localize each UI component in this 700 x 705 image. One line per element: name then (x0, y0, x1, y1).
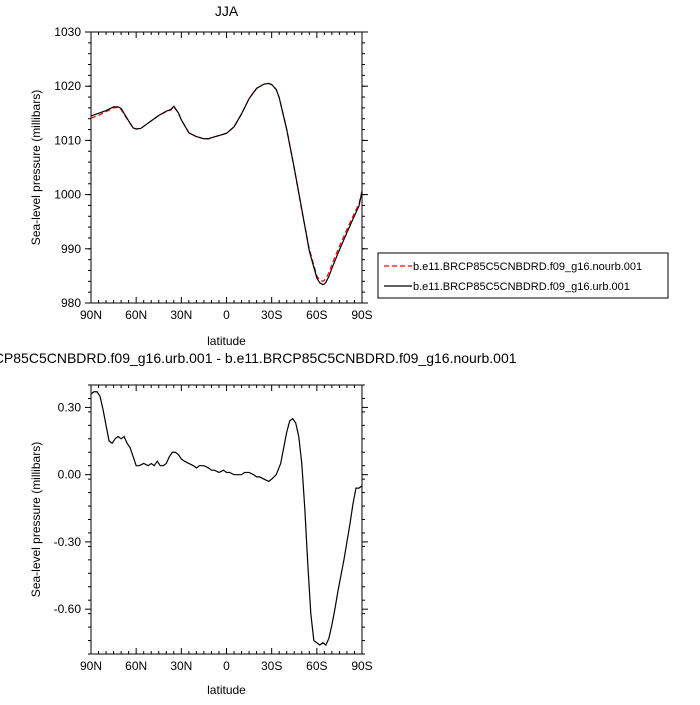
series-line-1 (91, 82, 362, 282)
y-tick-label: 1010 (54, 133, 81, 147)
legend-label: b.e11.BRCP85C5CNBDRD.f09_g16.urb.001 (413, 281, 630, 293)
chart-title: b.e11.BRCP85C5CNBDRD.f09_g16.urb.001 - b… (0, 350, 517, 366)
y-axis-label: Sea-level pressure (millibars) (29, 442, 43, 597)
x-tick-label: 90N (80, 659, 102, 673)
y-axis-label: Sea-level pressure (millibars) (29, 90, 43, 245)
legend-box (377, 252, 669, 299)
y-tick-label: 1020 (54, 79, 81, 93)
y-tick-label: 0.30 (58, 400, 82, 414)
y-tick-label: 0.00 (58, 468, 82, 482)
y-tick-label: -0.30 (54, 535, 82, 549)
y-tick-label: 1030 (54, 25, 81, 39)
y-tick-label: -0.60 (54, 602, 82, 616)
y-tick-label: 980 (61, 296, 81, 310)
x-tick-label: 0 (223, 659, 230, 673)
chart-title: JJA (215, 3, 239, 19)
y-tick-label: 990 (61, 242, 81, 256)
x-tick-label: 30S (261, 308, 282, 322)
x-axis-label: latitude (207, 683, 246, 697)
x-tick-label: 30N (170, 308, 192, 322)
x-tick-label: 60N (125, 659, 147, 673)
x-tick-label: 0 (223, 308, 230, 322)
plot-frame (90, 384, 363, 655)
y-tick-label: 1000 (54, 188, 81, 202)
x-tick-label: 90N (80, 308, 102, 322)
series-line-1 (91, 391, 362, 646)
x-tick-label: 30S (261, 659, 282, 673)
legend-label: b.e11.BRCP85C5CNBDRD.f09_g16.nourb.001 (413, 261, 642, 273)
x-axis-label: latitude (207, 334, 246, 348)
x-tick-label: 60S (306, 308, 327, 322)
x-tick-label: 90S (351, 308, 372, 322)
x-tick-label: 60S (306, 659, 327, 673)
plot-frame (90, 31, 363, 304)
series-line-2 (91, 82, 362, 286)
x-tick-label: 90S (351, 659, 372, 673)
x-tick-label: 60N (125, 308, 147, 322)
x-tick-label: 30N (170, 659, 192, 673)
